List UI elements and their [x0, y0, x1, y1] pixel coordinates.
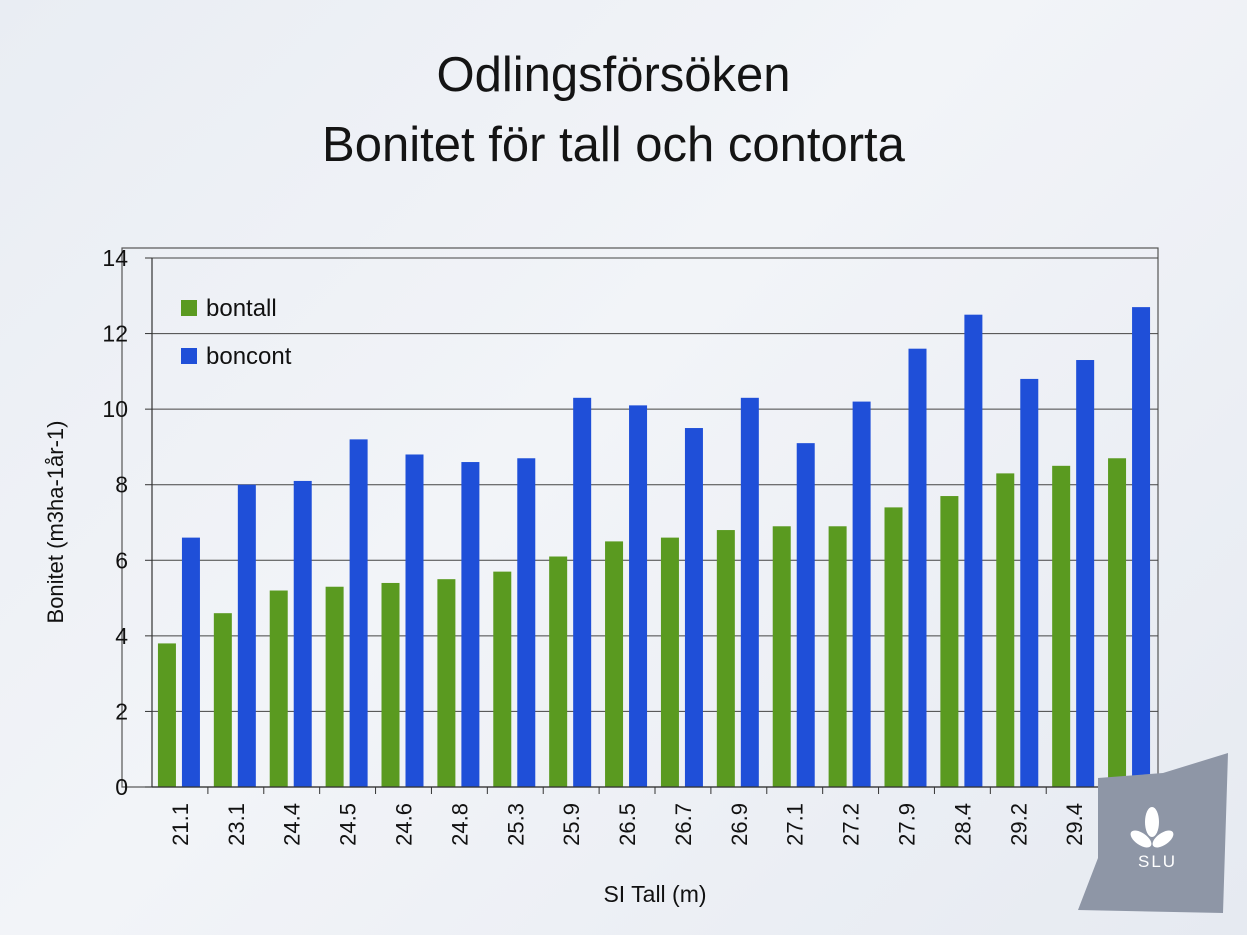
- x-tick-label: 27.1: [783, 803, 808, 846]
- x-tick-label: 29.4: [1062, 803, 1087, 846]
- x-tick-label: 25.3: [503, 803, 528, 846]
- bar-bontall: [884, 507, 903, 787]
- y-tick-label: 10: [102, 396, 128, 422]
- bar-boncont: [629, 405, 648, 787]
- bar-bontall: [828, 526, 847, 787]
- slu-logo: [1078, 753, 1228, 913]
- y-tick-label: 6: [115, 547, 128, 573]
- bar-bontall: [437, 579, 456, 787]
- x-tick-label: 24.5: [336, 803, 361, 846]
- bar-bontall: [493, 571, 512, 787]
- bar-boncont: [461, 462, 480, 787]
- bar-bontall: [605, 541, 624, 787]
- x-tick-label: 25.9: [559, 803, 584, 846]
- bar-boncont: [1076, 360, 1095, 787]
- x-tick-label: 26.9: [727, 803, 752, 846]
- bar-boncont: [796, 443, 815, 787]
- x-tick-label: 21.1: [168, 803, 193, 846]
- x-tick-label: 27.2: [839, 803, 864, 846]
- bar-boncont: [573, 397, 592, 787]
- leaf-trefoil-icon: [1130, 807, 1174, 848]
- y-tick-label: 4: [115, 623, 128, 649]
- legend-label-boncont: boncont: [206, 343, 292, 370]
- chart-title: Odlingsförsöken: [436, 48, 791, 102]
- bar-boncont: [908, 348, 927, 787]
- x-tick-label: 26.5: [615, 803, 640, 846]
- y-tick-label: 2: [115, 698, 128, 724]
- y-tick-label: 12: [102, 321, 128, 347]
- logo-text: SLU: [1138, 852, 1178, 871]
- bar-bontall: [716, 530, 735, 787]
- x-tick-label: 26.7: [671, 803, 696, 846]
- bar-boncont: [517, 458, 536, 787]
- x-axis-label: SI Tall (m): [603, 881, 706, 907]
- bar-boncont: [1020, 378, 1039, 787]
- y-tick-label: 8: [115, 472, 128, 498]
- x-tick-label: 24.8: [447, 803, 472, 846]
- bar-bontall: [1052, 465, 1071, 787]
- legend-swatch-boncont: [181, 348, 197, 364]
- x-tick-label: 27.9: [895, 803, 920, 846]
- bar-bontall: [381, 582, 400, 787]
- legend-swatch-bontall: [181, 300, 197, 316]
- bar-boncont: [349, 439, 368, 787]
- x-tick-label: 24.6: [392, 803, 417, 846]
- bar-bontall: [549, 556, 568, 787]
- legend-label-bontall: bontall: [206, 295, 277, 322]
- bar-boncont: [1132, 307, 1151, 787]
- bar-bontall: [213, 613, 232, 787]
- x-tick-label: 23.1: [224, 803, 249, 846]
- y-axis-label: Bonitet (m3ha-1år-1): [43, 421, 68, 624]
- bar-bontall: [660, 537, 679, 787]
- bar-boncont: [684, 428, 703, 787]
- bar-boncont: [740, 397, 759, 787]
- y-tick-label: 14: [102, 245, 128, 271]
- bar-bontall: [940, 496, 959, 787]
- bar-boncont: [293, 480, 312, 787]
- bar-boncont: [852, 401, 871, 787]
- title-block: Odlingsförsöken Bonitet för tall och con…: [0, 40, 1227, 180]
- x-tick-label: 28.4: [950, 803, 975, 846]
- chart-subtitle: Bonitet för tall och contorta: [322, 118, 905, 172]
- y-tick-label: 0: [115, 774, 128, 800]
- bar-boncont: [237, 484, 256, 787]
- bar-boncont: [181, 537, 200, 787]
- x-tick-label: 24.4: [280, 803, 305, 846]
- bar-bontall: [325, 586, 344, 787]
- bar-boncont: [964, 314, 983, 787]
- bar-bontall: [1108, 458, 1127, 787]
- bar-bontall: [157, 643, 176, 787]
- bar-bontall: [269, 590, 288, 787]
- bar-bontall: [996, 473, 1015, 787]
- bar-boncont: [405, 454, 424, 787]
- bar-bontall: [772, 526, 791, 787]
- x-tick-label: 29.2: [1006, 803, 1031, 846]
